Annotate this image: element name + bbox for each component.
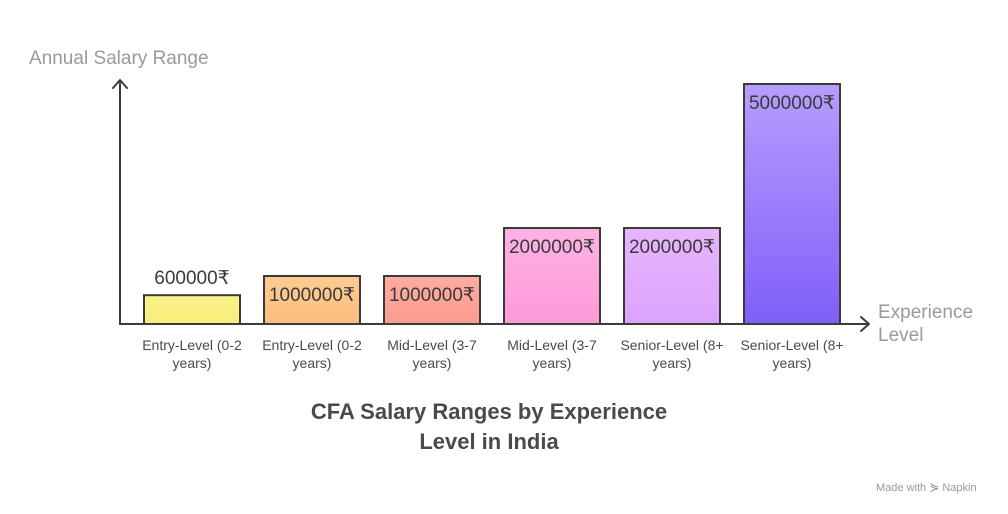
bar-4: [503, 227, 601, 325]
bar-1: [143, 294, 241, 326]
y-axis-label: Annual Salary Range: [29, 48, 209, 69]
tick-label-6: Senior-Level (8+ years): [740, 337, 843, 371]
value-label-2: 1000000₹: [269, 285, 355, 306]
napkin-logo-icon: ⋟: [929, 480, 940, 494]
tick-label-5: Senior-Level (8+ years): [620, 337, 723, 371]
tick-label-1: Entry-Level (0-2 years): [142, 337, 242, 371]
watermark[interactable]: Made with ⋟ Napkin: [876, 480, 977, 494]
value-label-5: 2000000₹: [629, 237, 715, 258]
x-axis-label: Experience Level: [878, 301, 988, 347]
value-label-1: 600000₹: [154, 268, 230, 289]
x-axis-label-line-1: Experience: [878, 302, 974, 323]
y-axis-arrowhead: [112, 79, 128, 89]
value-label-3: 1000000₹: [389, 285, 475, 306]
bar-2: [263, 275, 361, 325]
tick-label-3: Mid-Level (3-7 years): [387, 337, 477, 371]
chart-title: CFA Salary Ranges by Experience Level in…: [289, 397, 689, 457]
value-label-6: 5000000₹: [749, 93, 835, 114]
labels-layer: 600000₹ Entry-Level (0-2 years) 1000000₹ Ent…: [142, 93, 843, 371]
chart-title-line-2: Level in India: [419, 429, 559, 454]
watermark-prefix: Made with: [876, 482, 927, 494]
tick-label-4: Mid-Level (3-7 years): [507, 337, 597, 371]
x-axis-label-line-2: Level: [878, 325, 924, 346]
x-axis-arrowhead: [860, 316, 870, 332]
chart-title-line-1: CFA Salary Ranges by Experience: [310, 399, 668, 424]
watermark-brand: Napkin: [942, 482, 977, 494]
bar-6: [743, 83, 841, 325]
bars-layer: [143, 83, 841, 326]
tick-label-2: Entry-Level (0-2 years): [262, 337, 362, 371]
value-label-4: 2000000₹: [509, 237, 595, 258]
axes: [112, 79, 870, 332]
